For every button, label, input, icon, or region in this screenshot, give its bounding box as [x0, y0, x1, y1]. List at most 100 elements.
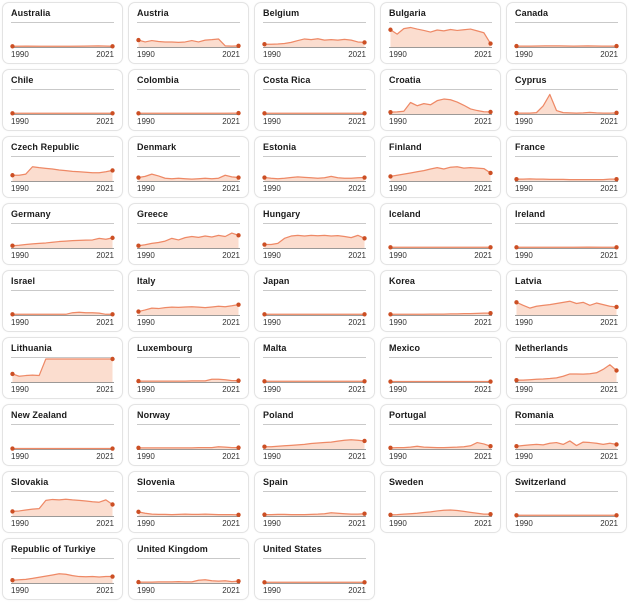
x-axis-labels: 1990 2021 — [515, 117, 618, 126]
x-axis-start-label: 1990 — [515, 251, 533, 260]
x-axis-labels: 1990 2021 — [515, 184, 618, 193]
country-title: Slovakia — [11, 477, 49, 487]
x-axis-labels: 1990 2021 — [11, 184, 114, 193]
sparkline-chart — [514, 440, 619, 451]
x-axis-start-label: 1990 — [137, 318, 155, 327]
sparkline-chart — [136, 378, 241, 384]
country-card: Luxembourg 1990 2021 — [128, 337, 249, 399]
series-start-dot — [10, 312, 15, 317]
series-start-dot — [514, 176, 519, 182]
series-end-dot — [488, 170, 493, 176]
chart-top-rule — [11, 22, 114, 23]
series-line — [137, 579, 240, 583]
x-axis-labels: 1990 2021 — [515, 318, 618, 327]
country-card: Italy 1990 2021 — [128, 270, 249, 332]
x-axis-end-label: 2021 — [474, 251, 492, 260]
x-axis-end-label: 2021 — [474, 184, 492, 193]
chart-top-rule — [515, 223, 618, 224]
x-axis-start-label: 1990 — [515, 519, 533, 528]
x-axis-start-label: 1990 — [11, 251, 29, 260]
series-start-dot — [136, 37, 141, 43]
series-start-dot — [388, 512, 393, 518]
sparkline-chart — [262, 312, 367, 317]
series-area — [138, 379, 239, 383]
series-end-dot — [488, 511, 493, 517]
sparkline-chart — [262, 234, 367, 250]
chart-top-rule — [389, 223, 492, 224]
chart-top-rule — [389, 22, 492, 23]
country-card: Japan 1990 2021 — [254, 270, 375, 332]
country-card: Switzerland 1990 2021 — [506, 471, 627, 533]
x-axis-start-label: 1990 — [137, 50, 155, 59]
chart-top-rule — [515, 357, 618, 358]
series-start-dot — [388, 379, 393, 384]
country-card: Malta 1990 2021 — [254, 337, 375, 399]
sparkline-chart — [10, 235, 115, 250]
x-axis-start-label: 1990 — [263, 117, 281, 126]
x-axis-end-label: 2021 — [96, 318, 114, 327]
x-axis-end-label: 2021 — [222, 385, 240, 394]
x-axis-end-label: 2021 — [348, 519, 366, 528]
series-start-dot — [136, 509, 141, 515]
x-axis-end-label: 2021 — [348, 452, 366, 461]
chart-top-rule — [389, 89, 492, 90]
chart-top-rule — [11, 491, 114, 492]
country-card: Slovakia 1990 2021 — [2, 471, 123, 533]
x-axis-start-label: 1990 — [515, 318, 533, 327]
x-axis-start-label: 1990 — [263, 385, 281, 394]
country-title: Italy — [137, 276, 156, 286]
country-card: Portugal 1990 2021 — [380, 404, 501, 466]
series-start-dot — [388, 109, 393, 115]
chart-top-rule — [263, 424, 366, 425]
series-end-dot — [614, 304, 619, 310]
series-area — [264, 38, 365, 48]
series-area — [264, 235, 365, 249]
series-line — [137, 378, 240, 382]
x-axis-start-label: 1990 — [11, 586, 29, 595]
sparkline-chart — [388, 245, 493, 250]
series-line — [389, 441, 492, 449]
series-start-dot — [10, 509, 15, 514]
series-start-dot — [388, 445, 393, 451]
series-line — [389, 312, 492, 315]
series-start-dot — [10, 446, 15, 451]
x-axis-labels: 1990 2021 — [263, 251, 366, 260]
x-axis-end-label: 2021 — [474, 519, 492, 528]
sparkline-chart — [136, 37, 241, 49]
x-axis-end-label: 2021 — [600, 452, 618, 461]
series-start-dot — [388, 27, 393, 32]
country-card: Belgium 1990 2021 — [254, 2, 375, 64]
x-axis-labels: 1990 2021 — [11, 452, 114, 461]
chart-top-rule — [11, 357, 114, 358]
x-axis-start-label: 1990 — [515, 117, 533, 126]
chart-top-rule — [137, 357, 240, 358]
x-axis-labels: 1990 2021 — [11, 318, 114, 327]
series-end-dot — [236, 175, 241, 180]
country-card: Cyprus 1990 2021 — [506, 69, 627, 131]
series-end-dot — [362, 580, 367, 585]
series-line — [515, 93, 618, 114]
sparkline-chart — [10, 573, 115, 585]
x-axis-end-label: 2021 — [348, 385, 366, 394]
country-card: Latvia 1990 2021 — [506, 270, 627, 332]
series-line — [11, 573, 114, 581]
series-area — [516, 364, 617, 383]
x-axis-start-label: 1990 — [389, 251, 407, 260]
series-end-dot — [362, 438, 367, 444]
country-title: Estonia — [263, 142, 297, 152]
chart-top-rule — [137, 22, 240, 23]
country-card: Chile 1990 2021 — [2, 69, 123, 131]
x-axis-start-label: 1990 — [11, 318, 29, 327]
series-start-dot — [514, 444, 519, 449]
chart-top-rule — [11, 89, 114, 90]
sparkline-chart — [10, 311, 115, 317]
series-start-dot — [10, 173, 15, 178]
x-axis-end-label: 2021 — [474, 50, 492, 59]
x-axis-labels: 1990 2021 — [389, 519, 492, 528]
x-axis-labels: 1990 2021 — [137, 184, 240, 193]
country-card: Romania 1990 2021 — [506, 404, 627, 466]
country-card: Colombia 1990 2021 — [128, 69, 249, 131]
country-title: Portugal — [389, 410, 427, 420]
sparkline-chart — [10, 356, 115, 384]
x-axis-end-label: 2021 — [96, 117, 114, 126]
